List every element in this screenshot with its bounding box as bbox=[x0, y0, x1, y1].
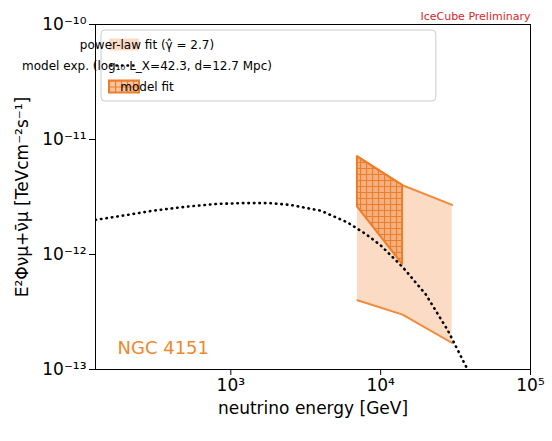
svg-text:model fit: model fit bbox=[120, 80, 174, 94]
svg-text:10³: 10³ bbox=[217, 375, 245, 395]
svg-text:10⁻¹¹: 10⁻¹¹ bbox=[42, 129, 86, 149]
svg-text:10⁴: 10⁴ bbox=[366, 375, 395, 395]
svg-text:IceCube Preliminary: IceCube Preliminary bbox=[420, 10, 531, 23]
svg-text:10⁻¹²: 10⁻¹² bbox=[42, 244, 86, 264]
svg-text:E²Φνμ+ν̄μ [TeVcm⁻²s⁻¹]: E²Φνμ+ν̄μ [TeVcm⁻²s⁻¹] bbox=[12, 97, 32, 297]
svg-text:NGC 4151: NGC 4151 bbox=[118, 337, 210, 358]
svg-text:neutrino energy [GeV]: neutrino energy [GeV] bbox=[218, 398, 408, 418]
svg-text:10⁵: 10⁵ bbox=[516, 375, 544, 395]
svg-text:10⁻¹⁰: 10⁻¹⁰ bbox=[42, 14, 86, 34]
svg-text:model exp. (log₁₀ L_X=42.3, d=: model exp. (log₁₀ L_X=42.3, d=12.7 Mpc) bbox=[22, 59, 272, 73]
svg-text:10⁻¹³: 10⁻¹³ bbox=[42, 359, 86, 379]
svg-text:power-law fit (γ̂ = 2.7): power-law fit (γ̂ = 2.7) bbox=[80, 38, 214, 52]
